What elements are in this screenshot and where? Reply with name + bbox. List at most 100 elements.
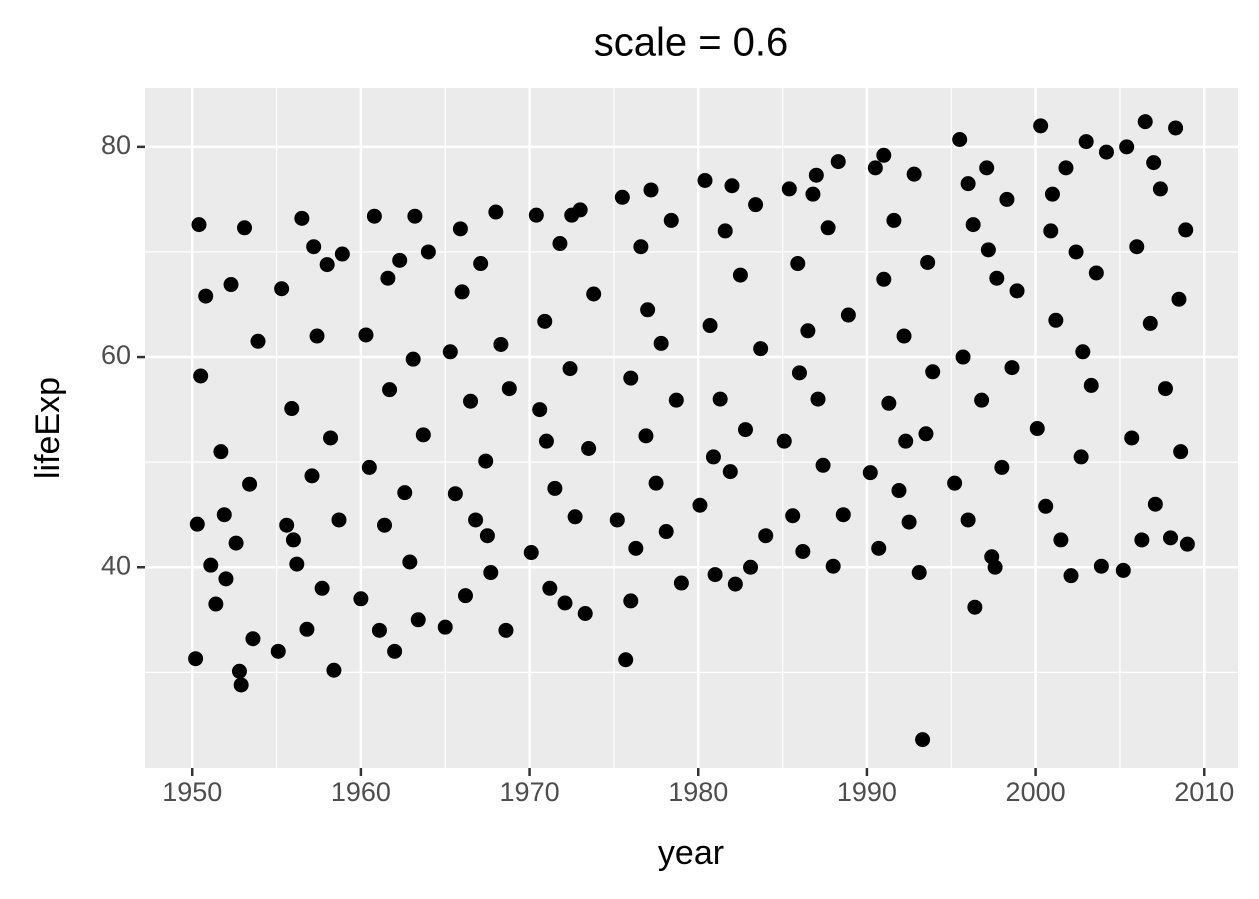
- point: [198, 288, 214, 304]
- point: [242, 476, 258, 492]
- x-axis-title: year: [658, 834, 724, 872]
- point: [233, 677, 249, 693]
- x-tick-label: 2010: [1174, 777, 1234, 807]
- point: [223, 277, 239, 293]
- point: [1147, 496, 1163, 512]
- point: [1044, 186, 1060, 202]
- point: [952, 131, 968, 147]
- point: [420, 244, 436, 260]
- point: [306, 239, 322, 255]
- point: [274, 281, 290, 297]
- point: [493, 336, 509, 352]
- point: [1043, 223, 1059, 239]
- y-tick-label: 80: [101, 130, 131, 160]
- point: [965, 217, 981, 233]
- point: [785, 508, 801, 524]
- point: [437, 619, 453, 635]
- point: [326, 662, 342, 678]
- point: [609, 512, 625, 528]
- point: [483, 565, 499, 581]
- point: [1142, 315, 1158, 331]
- point: [358, 327, 374, 343]
- point: [577, 606, 593, 622]
- point: [1075, 344, 1091, 360]
- point: [285, 532, 301, 548]
- point: [1029, 421, 1045, 437]
- point: [407, 208, 423, 224]
- point: [618, 652, 634, 668]
- point: [881, 395, 897, 411]
- point: [189, 516, 205, 532]
- point: [557, 595, 573, 611]
- point: [805, 186, 821, 202]
- point: [237, 220, 253, 236]
- point: [697, 172, 713, 188]
- point: [250, 333, 266, 349]
- point: [712, 391, 728, 407]
- point: [473, 256, 489, 272]
- point: [537, 313, 553, 329]
- point: [270, 643, 286, 659]
- points: [188, 114, 1195, 748]
- point: [415, 427, 431, 443]
- point: [1137, 114, 1153, 130]
- point: [748, 197, 764, 213]
- point: [1083, 377, 1099, 393]
- point: [523, 545, 539, 561]
- point: [633, 239, 649, 255]
- point: [886, 212, 902, 228]
- point: [795, 543, 811, 559]
- point: [532, 402, 548, 418]
- point: [1178, 222, 1194, 238]
- point: [643, 182, 659, 198]
- point: [1058, 160, 1074, 176]
- point: [918, 426, 934, 442]
- point: [614, 189, 630, 205]
- point: [668, 392, 684, 408]
- point: [967, 599, 983, 615]
- point: [737, 422, 753, 438]
- point: [830, 154, 846, 170]
- point: [987, 559, 1003, 575]
- point: [457, 588, 473, 604]
- point: [980, 242, 996, 258]
- point: [1168, 120, 1184, 136]
- point: [1157, 381, 1173, 397]
- point: [314, 580, 330, 596]
- point: [1063, 568, 1079, 584]
- point: [552, 236, 568, 252]
- point: [547, 480, 563, 496]
- point: [692, 497, 708, 513]
- x-tick-label: 1950: [162, 777, 222, 807]
- point: [623, 593, 639, 609]
- point: [658, 524, 674, 540]
- point: [309, 328, 325, 344]
- point: [299, 621, 315, 637]
- point: [648, 475, 664, 491]
- point: [960, 512, 976, 528]
- point: [840, 307, 856, 323]
- point: [380, 270, 396, 286]
- point: [724, 178, 740, 194]
- point: [732, 267, 748, 283]
- panel: [145, 88, 1238, 768]
- point: [989, 270, 1005, 286]
- point: [567, 509, 583, 525]
- point: [906, 166, 922, 182]
- point: [810, 391, 826, 407]
- point: [790, 256, 806, 272]
- point: [542, 580, 558, 596]
- point: [392, 252, 408, 268]
- point: [353, 591, 369, 607]
- point: [452, 221, 468, 237]
- point: [586, 286, 602, 302]
- point: [528, 207, 544, 223]
- point: [1119, 139, 1135, 155]
- point: [1134, 532, 1150, 548]
- point: [727, 576, 743, 592]
- point: [468, 512, 484, 528]
- point: [820, 220, 836, 236]
- point: [1115, 562, 1131, 578]
- point: [191, 217, 207, 233]
